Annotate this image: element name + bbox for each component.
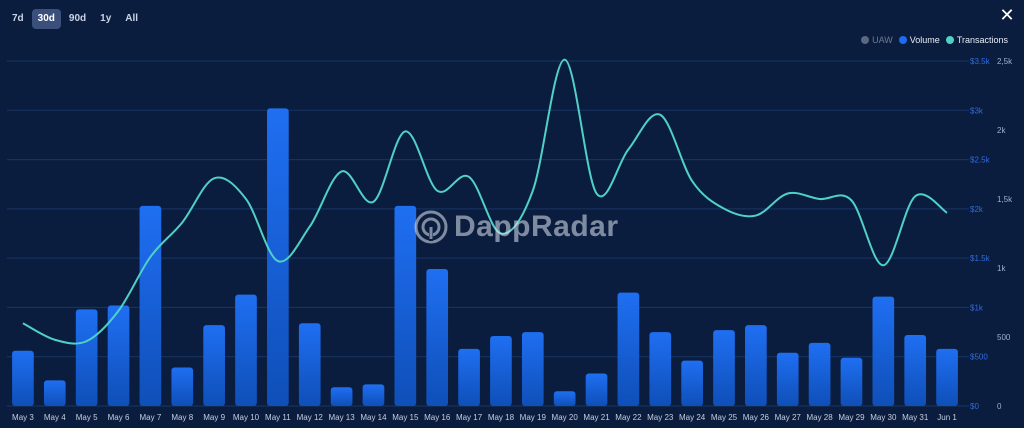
volume-bar	[426, 268, 449, 406]
legend-dot	[898, 36, 907, 44]
volume-bar	[330, 387, 353, 406]
volume-bar	[458, 348, 480, 406]
y-right-tick-label: 0	[997, 402, 1002, 411]
x-tick-label: May 29	[838, 413, 865, 422]
volume-bar	[840, 357, 863, 406]
x-tick-label: May 19	[520, 413, 547, 422]
y-left-tick-label: $2k	[970, 205, 984, 214]
y-left-tick-label: $500	[970, 353, 988, 362]
volume-bar	[585, 373, 608, 406]
legend-dot	[861, 36, 870, 44]
x-tick-label: May 7	[140, 413, 162, 422]
legend-label: UAW	[872, 35, 893, 45]
x-tick-label: May 12	[297, 413, 324, 422]
close-icon[interactable]: ✕	[999, 5, 1015, 25]
x-tick-label: May 21	[583, 413, 610, 422]
y-left-tick-label: $3k	[970, 106, 984, 115]
volume-bar	[617, 292, 640, 406]
legend-item-transactions[interactable]: Transactions	[945, 35, 1008, 45]
volume-bar	[203, 325, 225, 406]
x-tick-label: May 23	[647, 413, 674, 422]
legend-label: Volume	[909, 35, 940, 45]
legend-dot	[945, 36, 954, 44]
y-right-tick-label: 1,5k	[997, 195, 1013, 204]
transactions-line	[22, 58, 948, 345]
y-right-tick-label: 500	[997, 333, 1011, 342]
range-tab-30d[interactable]: 30d	[31, 9, 61, 29]
volume-bar	[490, 336, 512, 406]
x-tick-label: May 26	[743, 413, 770, 422]
x-tick-label: May 31	[902, 413, 929, 422]
x-tick-label: May 18	[488, 413, 515, 422]
chart-legend: UAW Volume Transactions	[861, 35, 1008, 45]
volume-bar	[904, 335, 927, 406]
x-tick-label: May 9	[203, 413, 225, 422]
y-right-tick-label: 2k	[997, 126, 1006, 135]
volume-bar	[43, 380, 66, 406]
x-tick-label: May 11	[265, 413, 291, 422]
volume-bar	[75, 309, 98, 406]
y-left-tick-label: $3.5k	[970, 57, 991, 66]
volume-bar	[776, 352, 799, 406]
volume-bar	[298, 323, 321, 406]
x-tick-label: May 15	[392, 413, 419, 422]
legend-item-volume[interactable]: Volume	[898, 35, 940, 45]
y-left-tick-label: $2.5k	[970, 156, 991, 165]
y-left-tick-label: $1k	[970, 303, 984, 312]
x-tick-label: May 24	[679, 413, 706, 422]
x-tick-label: May 25	[711, 413, 738, 422]
x-tick-label: Jun 1	[937, 413, 957, 422]
x-tick-label: May 8	[171, 413, 193, 422]
volume-bar	[521, 332, 544, 406]
x-tick-label: May 16	[424, 413, 451, 422]
range-tab-7d[interactable]: 7d	[12, 13, 24, 24]
x-tick-label: May 20	[552, 413, 579, 422]
volume-bar	[649, 332, 672, 406]
x-tick-label: May 4	[44, 413, 66, 422]
y-right-tick-label: 2,5k	[997, 57, 1013, 66]
y-left-tick-label: $1.5k	[970, 254, 991, 263]
volume-bar	[12, 350, 34, 406]
x-tick-label: May 22	[615, 413, 642, 422]
x-tick-label: May 17	[456, 413, 483, 422]
volume-bar	[394, 205, 417, 406]
x-tick-label: May 6	[108, 413, 130, 422]
volume-bar	[681, 360, 703, 406]
y-right-tick-label: 1k	[997, 264, 1006, 273]
x-tick-label: May 28	[806, 413, 833, 422]
x-tick-label: May 14	[360, 413, 387, 422]
range-tab-90d[interactable]: 90d	[68, 13, 87, 24]
volume-bar	[107, 305, 130, 406]
volume-bar	[235, 294, 257, 406]
x-tick-label: May 27	[775, 413, 802, 422]
range-tab-1y[interactable]: 1y	[100, 13, 112, 24]
volume-bar	[745, 325, 767, 406]
x-tick-label: May 5	[76, 413, 98, 422]
x-tick-label: May 13	[328, 413, 355, 422]
volume-bar	[267, 108, 289, 407]
range-tab-all[interactable]: All	[125, 13, 139, 24]
legend-item-uaw[interactable]: UAW	[861, 35, 893, 45]
volume-bar	[713, 330, 735, 406]
y-left-tick-label: $0	[970, 402, 979, 411]
volume-bar	[171, 367, 194, 406]
volume-bar	[872, 296, 895, 406]
volume-bar	[808, 342, 831, 406]
x-tick-label: May 10	[233, 413, 260, 422]
legend-label: Transactions	[956, 35, 1008, 45]
volume-bar	[553, 391, 576, 406]
volume-bar	[362, 384, 385, 406]
volume-bar	[936, 348, 958, 406]
range-tabs: 7d 30d 90d 1y All	[6, 9, 144, 29]
x-tick-label: May 3	[12, 413, 34, 422]
volume-bar	[139, 205, 162, 406]
x-tick-label: May 30	[870, 413, 897, 422]
